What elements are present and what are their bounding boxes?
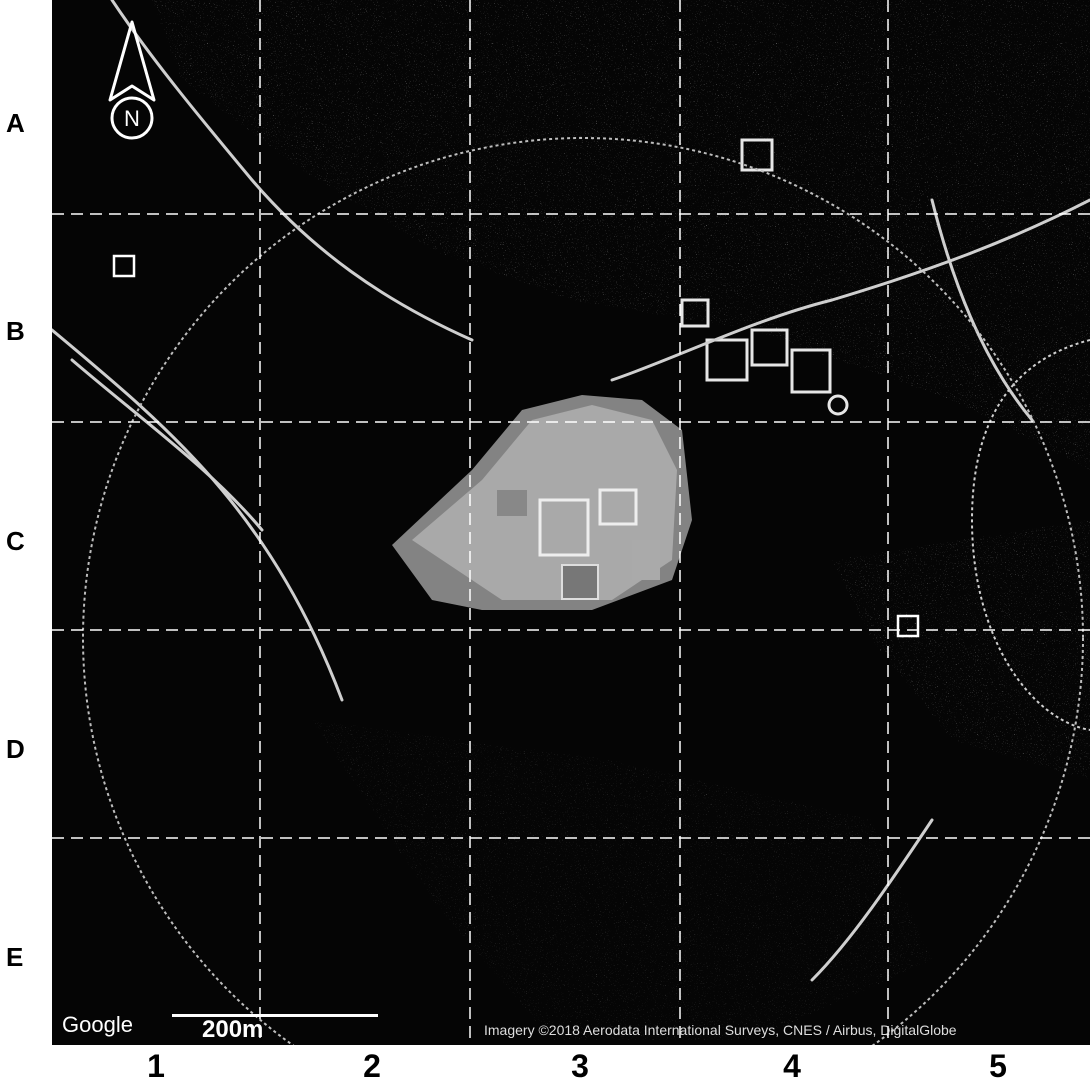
square-marker-icon[interactable]	[896, 614, 920, 638]
row-label-c: C	[6, 526, 25, 556]
range-circle	[82, 137, 1084, 1045]
column-label-2: 2	[363, 1048, 381, 1084]
north-arrow-icon: N	[108, 20, 156, 140]
column-label-5: 5	[989, 1048, 1007, 1084]
north-label: N	[124, 106, 140, 131]
row-label-e: E	[6, 942, 24, 972]
central-complex	[392, 395, 692, 610]
map-imagery	[52, 0, 1090, 1045]
satellite-map[interactable]: N Google 200m Imagery ©2018 Aerodata Int…	[52, 0, 1090, 1045]
scale-label: 200m	[202, 1016, 264, 1043]
row-label-a: A	[6, 108, 25, 138]
square-marker-icon[interactable]	[112, 254, 136, 278]
row-label-b: B	[6, 316, 25, 346]
column-label-3: 3	[571, 1048, 589, 1084]
google-logo: Google	[62, 1012, 133, 1037]
scale-bar	[172, 1014, 378, 1017]
imagery-attribution: Imagery ©2018 Aerodata International Sur…	[484, 1022, 957, 1038]
row-label-d: D	[6, 734, 25, 764]
column-label-1: 1	[147, 1048, 165, 1084]
roads	[52, 0, 1090, 982]
column-label-4: 4	[783, 1048, 801, 1084]
